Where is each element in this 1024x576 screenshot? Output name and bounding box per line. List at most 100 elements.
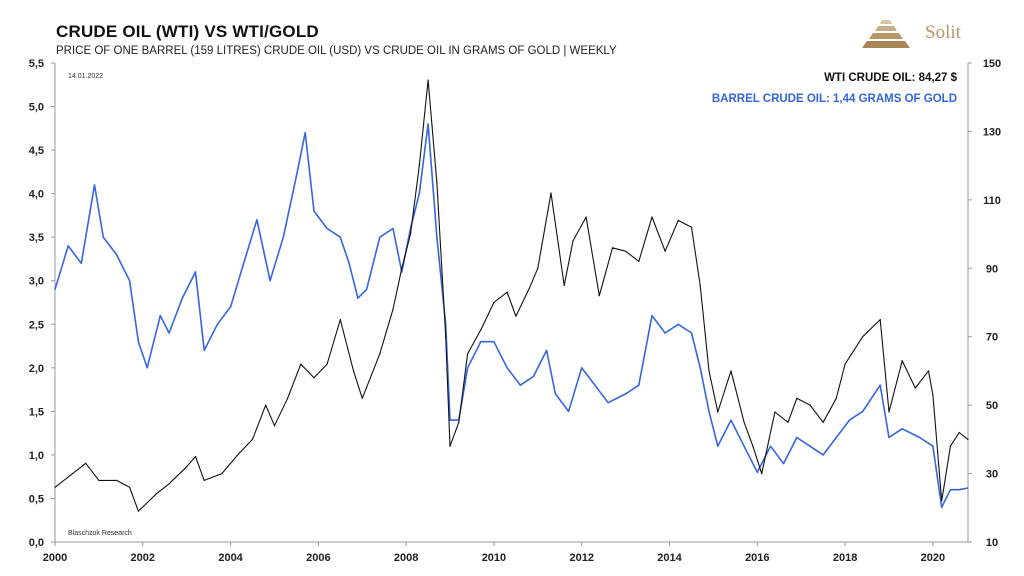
left-tick-label: 4,0 <box>29 189 44 201</box>
right-tick-label: 150 <box>983 58 1001 70</box>
ratio-data-point <box>638 384 640 386</box>
ratio-data-point <box>756 471 758 473</box>
ratio-data-point <box>339 236 341 238</box>
ratio-data-point <box>809 445 811 447</box>
ratio-data-point <box>941 506 943 508</box>
wti-data-point <box>651 216 653 218</box>
left-tick-label: 1,0 <box>29 450 44 462</box>
wti-data-point <box>238 452 240 454</box>
wti-data-point <box>717 411 719 413</box>
wti-data-point <box>392 308 394 310</box>
ratio-data-point <box>932 445 934 447</box>
wti-data-point <box>879 319 881 321</box>
wti-data-point <box>625 250 627 252</box>
wti-data-point <box>273 425 276 427</box>
ratio-data-point <box>480 341 482 343</box>
wti-data-point <box>809 404 811 406</box>
ratio-data-point <box>427 123 429 125</box>
ratio-data-point <box>436 236 438 238</box>
wti-data-point <box>598 295 600 297</box>
x-tick-label: 2020 <box>921 552 945 564</box>
ratio-data-point <box>269 280 271 282</box>
ratio-data-point <box>581 367 583 369</box>
date-label: 14.01.2022 <box>68 73 103 80</box>
ratio-data-point <box>796 436 798 439</box>
ratio-data-point <box>919 436 921 439</box>
ratio-data-point <box>418 193 420 195</box>
wti-data-point <box>361 397 363 399</box>
ratio-data-point <box>89 210 91 212</box>
wti-data-point <box>563 284 565 286</box>
series-lines <box>54 79 969 512</box>
ratio-data-point <box>326 227 328 230</box>
solit-logo-icon <box>862 20 910 48</box>
logo-text: Solit <box>925 22 961 43</box>
ratio-data-point <box>690 332 693 334</box>
ratio-data-point <box>888 436 890 439</box>
wti-data-point <box>72 473 74 475</box>
wti-data-point <box>313 377 315 379</box>
ratio-data-point <box>159 315 161 317</box>
ratio-data-point <box>181 297 183 299</box>
wti-data-point <box>379 353 381 355</box>
ratio-data-point <box>769 445 772 447</box>
ratio-data-point <box>743 445 745 447</box>
wti-data-point <box>98 479 100 481</box>
ratio-data-point <box>137 341 139 343</box>
wti-data-point <box>585 216 587 218</box>
legend-wti: WTI CRUDE OIL: 84,27 $ <box>824 72 958 84</box>
ratio-data-point <box>822 454 824 456</box>
right-tick-label: 50 <box>986 400 998 412</box>
ratio-data-point <box>607 402 609 404</box>
ratio-data-point <box>677 323 679 325</box>
chart-title: CRUDE OIL (WTI) VS WTI/GOLD <box>56 22 319 41</box>
wti-data-point <box>409 233 412 235</box>
ratio-data-point <box>313 210 315 212</box>
ratio-data-point <box>282 236 284 238</box>
x-tick-label: 2002 <box>131 552 155 564</box>
wti-data-point <box>186 466 188 468</box>
wti-data-point <box>515 315 517 317</box>
wti-data-point <box>572 240 574 242</box>
wti-data-point <box>493 301 495 304</box>
right-tick-label: 110 <box>983 195 1001 207</box>
ratio-data-point <box>699 367 701 369</box>
ratio-data-point <box>532 375 535 378</box>
wti-data-point <box>914 387 916 389</box>
wti-data-point <box>480 329 482 331</box>
ratio-data-point <box>467 367 469 369</box>
ratio-data-point <box>295 175 297 177</box>
ratio-data-point <box>243 262 245 264</box>
wti-data-point <box>251 438 254 440</box>
ratio-data-point <box>203 349 205 351</box>
chart-axes <box>51 62 972 546</box>
ratio-data-point <box>594 384 596 386</box>
wti-data-point <box>445 336 447 338</box>
wti-data-point <box>730 370 732 372</box>
wti-data-point <box>326 363 328 365</box>
ratio-data-point <box>366 288 368 290</box>
ratio-data-point <box>93 184 96 186</box>
right-tick-label: 70 <box>986 332 998 344</box>
wti-data-point <box>967 438 969 440</box>
left-tick-label: 5,5 <box>29 58 44 70</box>
ratio-data-point <box>506 367 508 369</box>
wti-data-point <box>265 404 267 406</box>
ratio-data-point <box>348 262 350 264</box>
ratio-data-point <box>949 489 952 491</box>
wti-data-point <box>449 445 451 447</box>
right-tick-label: 30 <box>986 469 998 481</box>
wti-data-point <box>221 473 223 475</box>
wti-data-point <box>129 486 131 488</box>
ratio-data-point <box>783 463 785 465</box>
wti-data-point <box>85 462 87 464</box>
ratio-data-point <box>304 132 306 134</box>
left-tick-label: 3,5 <box>29 232 44 244</box>
wti-data-point <box>752 445 754 447</box>
wti-data-point <box>822 421 824 423</box>
ratio-data-point <box>835 436 837 439</box>
left-tick-label: 2,0 <box>29 363 44 375</box>
left-tick-label: 1,5 <box>29 406 44 418</box>
wti-gold-ratio-line <box>54 123 969 508</box>
x-tick-label: 2008 <box>394 552 418 564</box>
